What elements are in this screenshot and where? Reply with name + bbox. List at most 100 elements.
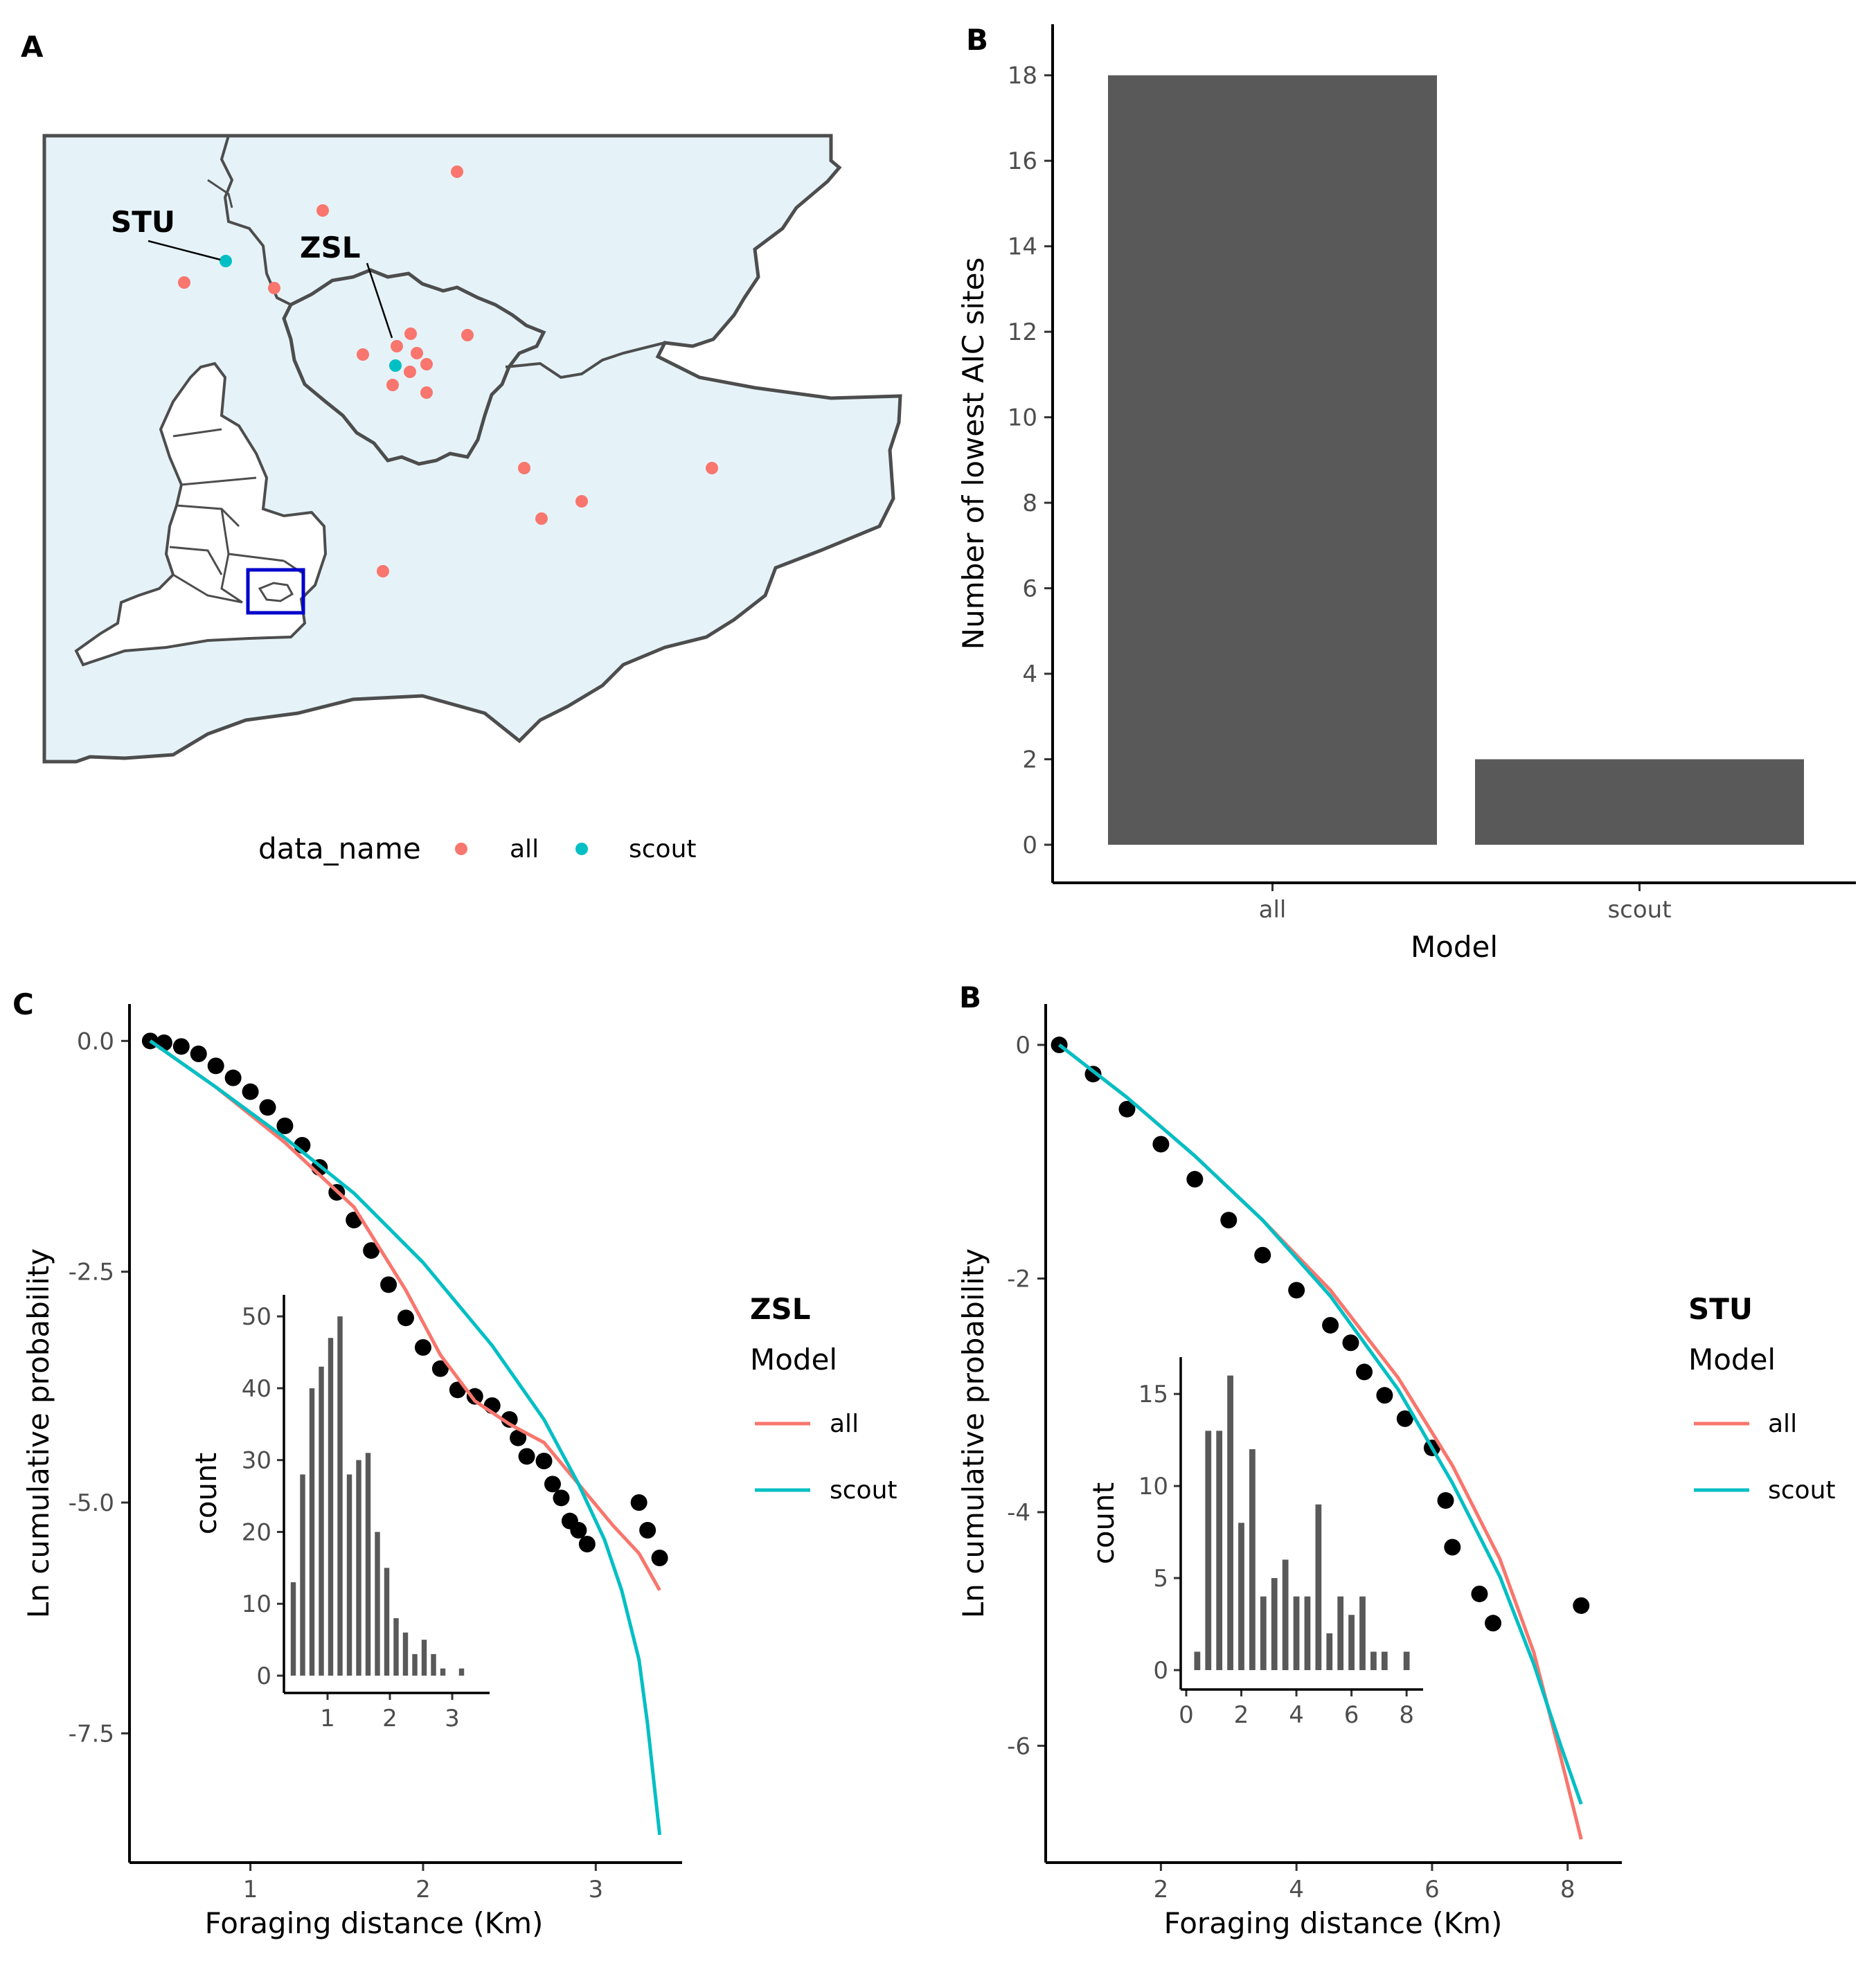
- d-inset-bar: [1282, 1559, 1289, 1670]
- c-inset-bar: [402, 1632, 409, 1676]
- d-inset-bar: [1381, 1651, 1388, 1670]
- d-inset-bar: [1293, 1596, 1300, 1670]
- london-mini-outline: [258, 582, 294, 602]
- d-inset-bar: [1216, 1431, 1223, 1670]
- d-inset-bar: [1337, 1596, 1344, 1670]
- site-point: [316, 204, 329, 217]
- legend-swatch-scout: [575, 843, 588, 855]
- site-point: [268, 282, 280, 294]
- d-data-point: [1186, 1171, 1204, 1188]
- d-data-point: [1485, 1615, 1502, 1632]
- map-legend: data_name all scout: [258, 832, 697, 866]
- d-line-scout: [1058, 1043, 1583, 1805]
- c-inset-bar: [319, 1366, 324, 1676]
- map-points: [178, 165, 718, 577]
- bar-y-tick-label: 10: [1008, 404, 1037, 432]
- d-inset-bars: [1194, 1375, 1410, 1670]
- c-inset-y-tick-label: 30: [242, 1447, 271, 1475]
- c-data-point: [414, 1339, 431, 1356]
- d-data-point: [1376, 1387, 1393, 1404]
- bar-y-tick-label: 2: [1022, 746, 1037, 774]
- d-inset-bar: [1227, 1375, 1233, 1670]
- panel-d-stu-plot: B 0 -2 -4 -6 2 4 6 8 Foraging distance (Km) Ln…: [956, 980, 1836, 1940]
- c-data-point: [190, 1046, 207, 1062]
- bar-all: [1108, 75, 1437, 845]
- c-data-point: [570, 1522, 587, 1539]
- d-line-all: [1058, 1043, 1583, 1840]
- bar-y-tick-label: 16: [1008, 147, 1037, 175]
- d-inset-bar: [1326, 1633, 1333, 1670]
- c-inset-bar: [421, 1640, 427, 1676]
- c-data-point: [259, 1099, 276, 1116]
- d-data-point: [1288, 1282, 1305, 1299]
- d-inset-x-tick-label: 6: [1344, 1701, 1359, 1729]
- site-point: [411, 347, 423, 359]
- c-legend: ZSL Model all scout: [750, 1292, 897, 1505]
- d-x-title: Foraging distance (Km): [1164, 1906, 1503, 1940]
- panel-c-zsl-plot: C 0.0 -2.5 -5.0 -7.5 1 2 3 Foraging distance …: [12, 987, 897, 1940]
- d-data-point: [1342, 1334, 1359, 1352]
- c-inset-x-ticks: 1 2 3: [320, 1693, 460, 1732]
- site-point: [377, 565, 389, 577]
- greater-london-boundary: [282, 268, 546, 466]
- d-inset-histogram: 0 5 10 15 0 2 4 6 8 count: [1087, 1357, 1423, 1729]
- c-data-point: [501, 1411, 518, 1428]
- bar-y-tick-label: 4: [1022, 661, 1037, 688]
- d-inset-bar: [1249, 1449, 1256, 1670]
- c-x-tick-label: 1: [243, 1876, 258, 1903]
- d-x-tick-label: 2: [1154, 1876, 1169, 1903]
- panel-b-bar-chart: B 0 2 4 6 8 10 12 14 16 18 all scout Model Number …: [956, 23, 1856, 964]
- c-inset-bar: [458, 1668, 465, 1676]
- map-legend-title: data_name: [258, 832, 421, 866]
- d-inset-bar: [1348, 1615, 1355, 1670]
- site-point: [575, 495, 588, 508]
- d-lines: [1058, 1043, 1583, 1840]
- panel-a-map: A: [21, 30, 902, 866]
- c-inset-bar: [346, 1474, 352, 1676]
- c-inset-bar: [337, 1316, 343, 1676]
- c-inset-y-tick-label: 20: [242, 1518, 271, 1546]
- bar-y-tick-label: 8: [1022, 490, 1037, 517]
- c-inset-x-tick-label: 3: [445, 1705, 460, 1732]
- zsl-leader-line: [366, 262, 393, 339]
- c-y-title: Ln cumulative probability: [21, 1248, 55, 1618]
- c-inset-bar: [440, 1668, 446, 1676]
- d-inset-x-tick-label: 8: [1399, 1701, 1414, 1729]
- d-data-point: [1118, 1100, 1136, 1118]
- c-y-tick-label: 0.0: [77, 1028, 114, 1055]
- d-legend-title: Model: [1688, 1343, 1776, 1377]
- c-inset-y-title: count: [189, 1453, 223, 1535]
- c-data-point: [518, 1448, 535, 1465]
- c-x-title: Foraging distance (Km): [205, 1906, 544, 1940]
- panel-c-tag: C: [12, 987, 34, 1021]
- london-inset-box: [246, 568, 305, 615]
- d-inset-x-tick-label: 2: [1234, 1701, 1249, 1729]
- c-x-tick-label: 3: [588, 1876, 603, 1903]
- bar-y-ticks: 0 2 4 6 8 10 12 14 16 18: [1008, 62, 1053, 859]
- d-inset-bar: [1359, 1596, 1366, 1670]
- d-data-point: [1396, 1410, 1413, 1427]
- c-inset-bar: [431, 1653, 436, 1676]
- c-data-point: [380, 1276, 397, 1293]
- c-inset-x-tick-label: 2: [382, 1705, 397, 1732]
- legend-swatch-all: [455, 843, 467, 855]
- c-legend-label-all: all: [830, 1410, 859, 1438]
- site-point: [178, 276, 190, 289]
- d-data-point: [1573, 1597, 1590, 1614]
- d-data-point: [1152, 1136, 1170, 1153]
- d-inset-bar: [1194, 1651, 1201, 1670]
- c-data-point: [363, 1242, 380, 1259]
- site-point-zsl: [389, 359, 402, 372]
- d-inset-bar: [1205, 1431, 1212, 1670]
- c-legend-heading: ZSL: [750, 1292, 810, 1326]
- site-label-stu: STU: [111, 205, 175, 239]
- c-line-all: [149, 1039, 661, 1591]
- bar-y-tick-label: 12: [1008, 319, 1037, 346]
- c-data-point: [207, 1057, 224, 1075]
- site-point: [357, 348, 369, 361]
- d-x-tick-label: 4: [1289, 1876, 1304, 1903]
- d-x-ticks: 2 4 6 8: [1154, 1863, 1575, 1903]
- bar-x-ticks: all scout: [1259, 883, 1672, 924]
- c-data-point: [544, 1476, 561, 1493]
- c-inset-bar: [300, 1474, 305, 1676]
